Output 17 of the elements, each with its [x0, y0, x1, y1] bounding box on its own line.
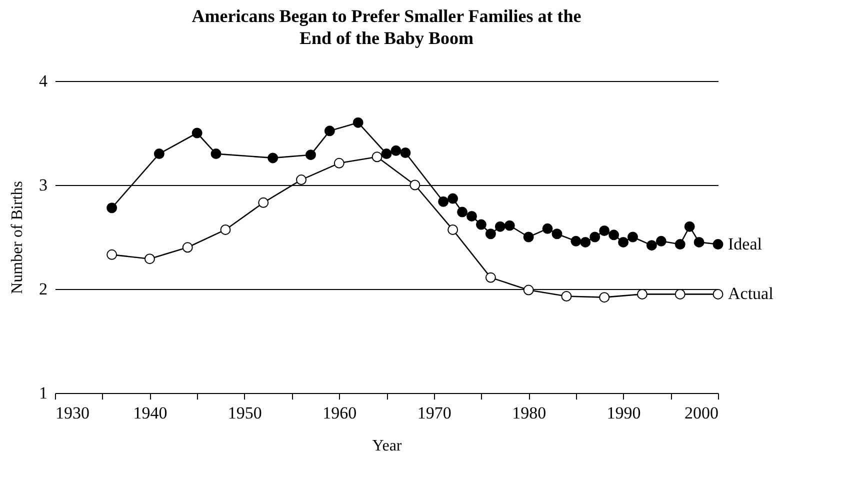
y-tick-label: 2: [39, 280, 48, 298]
x-tick-label: 1960: [322, 404, 357, 422]
y-tick-label: 4: [39, 72, 48, 90]
y-tick-label: 1: [39, 384, 48, 402]
x-tick-label: 1930: [56, 404, 90, 422]
x-tick-label: 1990: [606, 404, 641, 422]
y-tick-label: 3: [39, 176, 48, 194]
series-label: Actual: [728, 284, 774, 304]
series-label: Ideal: [728, 234, 762, 254]
y-axis-title: Number of Births: [9, 181, 26, 294]
x-tick-label: 2000: [684, 404, 718, 422]
chart-title: Americans Began to Prefer Smaller Families at the End of the Baby Boom: [192, 6, 582, 48]
x-tick-label: 1980: [512, 404, 546, 422]
x-tick-label: 1950: [228, 404, 262, 422]
x-axis-title: Year: [372, 438, 402, 454]
x-tick-label: 1970: [417, 404, 452, 422]
x-tick-label: 1940: [133, 404, 168, 422]
